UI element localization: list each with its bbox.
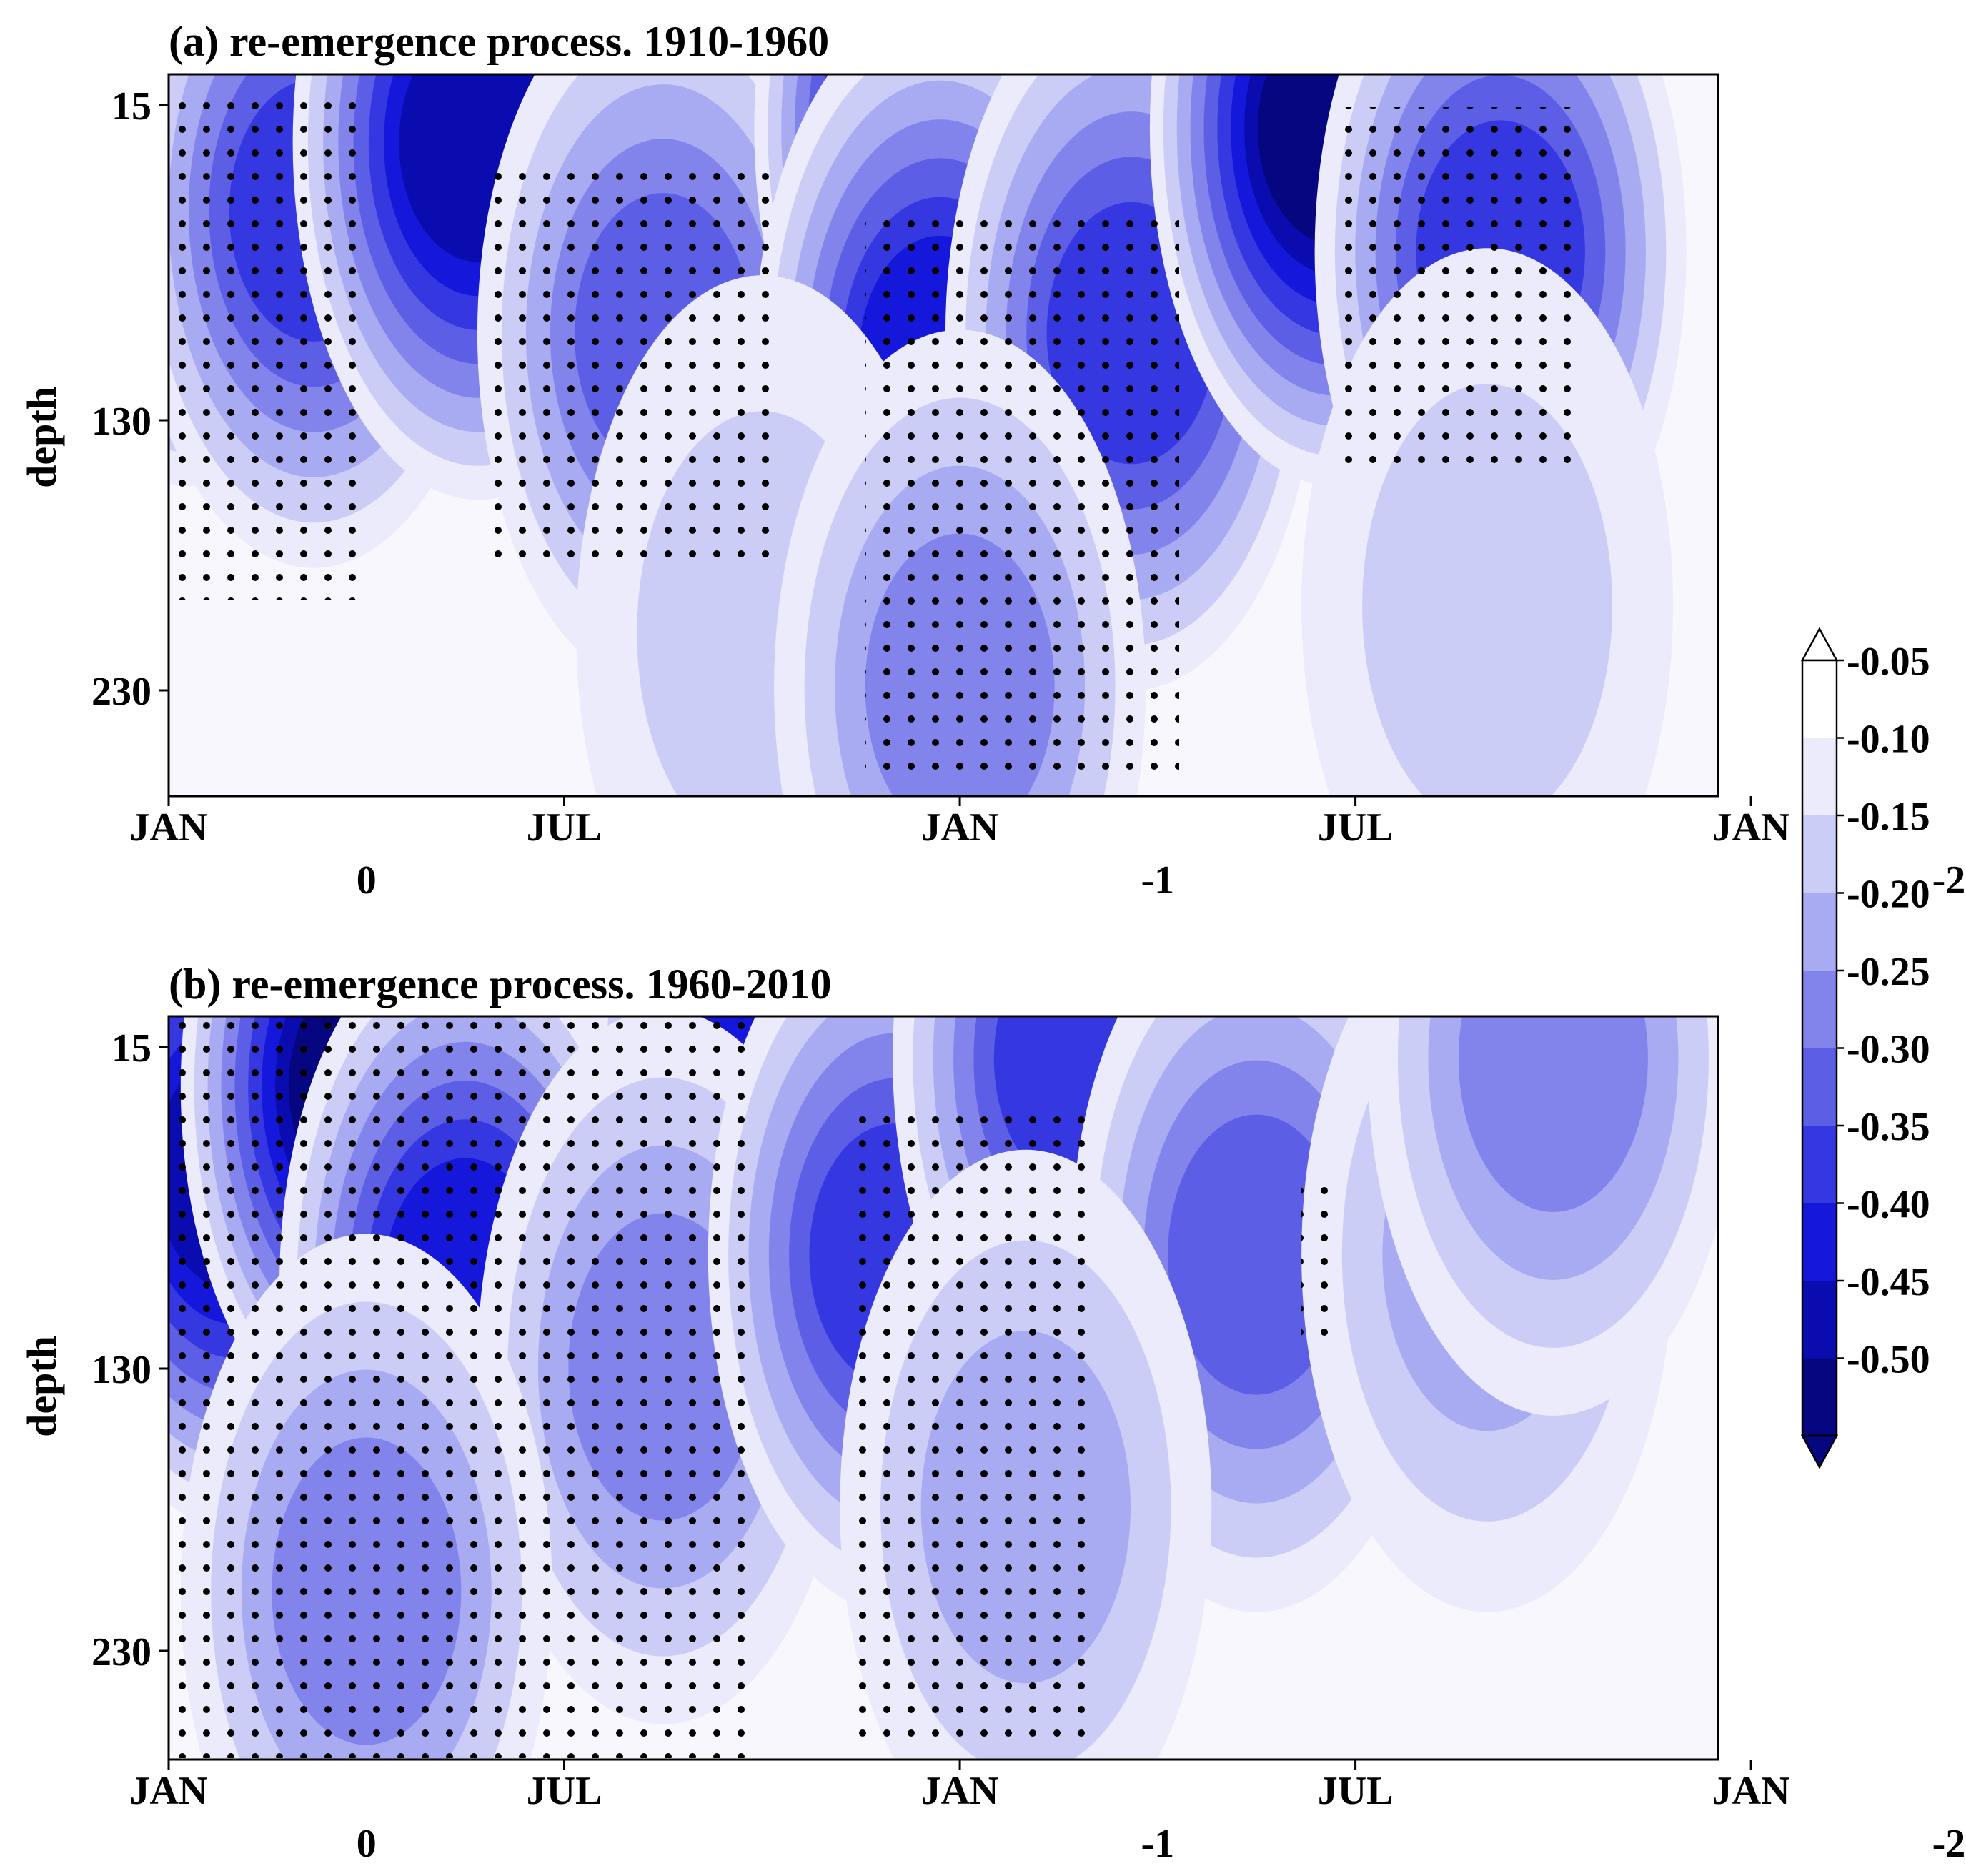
panel-a-axes: JANJULJANJULJANJULJANJUL0-1-2-315130230 xyxy=(91,84,1966,903)
y-tick-label: 230 xyxy=(91,670,152,714)
panel-b-stippling xyxy=(169,1022,1344,1758)
colorbar-tick-label: -0.10 xyxy=(1847,718,1930,762)
colorbar-extend-bottom xyxy=(1800,1434,1839,1469)
x-tick-label: JAN xyxy=(921,1769,999,1813)
panel-a: (a) re-emergence process. 1910-1960 JAN J… xyxy=(19,18,1966,903)
x-tick-label: JUL xyxy=(1318,1769,1394,1813)
colorbar-swatch xyxy=(1802,1203,1837,1281)
colorbar-tick-label: -0.35 xyxy=(1847,1105,1930,1149)
panel-a-title: (a) re-emergence process. 1910-1960 xyxy=(169,18,829,65)
x-year-label: 0 xyxy=(357,1822,377,1866)
colorbar-swatch xyxy=(1802,1281,1837,1359)
y-tick-label: 15 xyxy=(111,84,152,129)
colorbar: -0.05 -0.10 -0.15 -0.20 -0.25 -0.30 -0.35 -0.40… xyxy=(1800,627,1930,1469)
x-tick-label: JAN xyxy=(130,1769,208,1813)
y-tick-label: 130 xyxy=(91,399,152,444)
colorbar-tick-label: -0.45 xyxy=(1847,1260,1930,1304)
panel-a-plot-area xyxy=(169,74,1718,796)
x-year-label: 0 xyxy=(357,858,377,903)
colorbar-tick-label: -0.05 xyxy=(1847,640,1930,684)
x-tick-label: JUL xyxy=(1318,805,1394,850)
panel-b-plot-area xyxy=(169,1016,1718,1760)
x-tick-label: JAN xyxy=(1712,805,1790,850)
panel-a-stippling xyxy=(169,86,1572,779)
panel-b: (b) re-emergence process. 1960-2010 JAN J… xyxy=(19,961,1966,1866)
colorbar-tick-label: -0.40 xyxy=(1847,1183,1930,1227)
colorbar-swatch xyxy=(1802,893,1837,971)
contour-level xyxy=(1362,384,1613,796)
colorbar-swatch xyxy=(1802,971,1837,1048)
colorbar-tick-label: -0.30 xyxy=(1847,1028,1930,1072)
colorbar-swatch xyxy=(1802,738,1837,815)
x-tick-label: JUL xyxy=(527,1769,602,1813)
x-tick-label: JAN xyxy=(921,805,999,850)
x-tick-label: JUL xyxy=(527,805,602,850)
colorbar-swatch xyxy=(1802,815,1837,893)
y-tick-label: 130 xyxy=(91,1348,152,1392)
x-tick-label: JAN xyxy=(130,805,208,850)
y-tick-label: 15 xyxy=(111,1026,152,1071)
colorbar-swatch xyxy=(1802,660,1837,738)
colorbar-tick-label: -0.50 xyxy=(1847,1338,1930,1382)
x-year-label: -1 xyxy=(1141,858,1175,903)
colorbar-swatch xyxy=(1802,1126,1837,1203)
colorbar-tick-label: -0.20 xyxy=(1847,873,1930,917)
panel-b-axes: JANJULJANJULJANJULJANJUL0-1-2-315130230 xyxy=(91,1026,1966,1866)
contour-level xyxy=(1458,1016,1648,1212)
panel-b-frame xyxy=(167,1015,1719,1761)
colorbar-tick-label: -0.15 xyxy=(1847,795,1930,839)
x-year-label: -2 xyxy=(1932,1822,1966,1866)
panel-a-ylabel: depth xyxy=(19,387,65,488)
colorbar-swatch xyxy=(1802,1048,1837,1126)
panel-b-ylabel: depth xyxy=(19,1336,65,1437)
panel-b-title: (b) re-emergence process. 1960-2010 xyxy=(169,961,831,1008)
x-tick-label: JAN xyxy=(1712,1769,1790,1813)
x-year-label: -1 xyxy=(1141,1822,1175,1866)
colorbar-tick-label: -0.25 xyxy=(1847,950,1930,994)
x-year-label: -2 xyxy=(1932,858,1966,903)
colorbar-swatch xyxy=(1802,1358,1837,1436)
panel-a-frame xyxy=(167,73,1719,798)
colorbar-extend-top xyxy=(1800,627,1839,662)
y-tick-label: 230 xyxy=(91,1630,152,1674)
